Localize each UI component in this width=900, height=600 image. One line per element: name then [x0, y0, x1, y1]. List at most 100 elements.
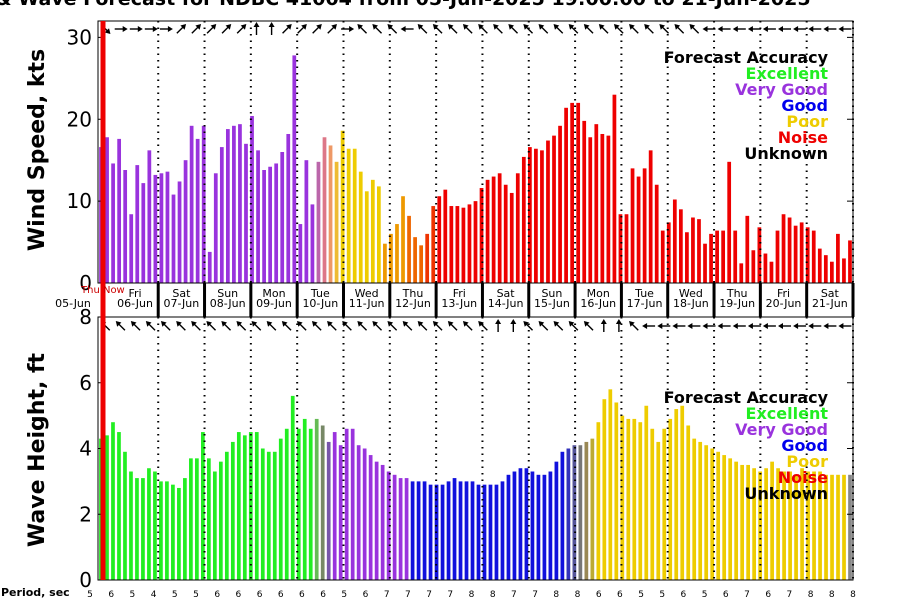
wave-bar — [644, 405, 649, 580]
legend-entry: Poor — [786, 452, 828, 471]
wind-bar — [799, 222, 804, 283]
wave-direction-arrow-icon — [600, 319, 607, 332]
wind-bar — [292, 55, 297, 283]
wave-direction-arrow-icon — [762, 323, 776, 329]
wind-bar — [376, 186, 381, 283]
wind-bar — [811, 230, 816, 283]
wave-bar — [842, 474, 846, 580]
wind-direction-arrow-icon — [253, 22, 260, 35]
period-value: 7 — [511, 590, 517, 600]
day-of-week-label: Fri — [129, 287, 142, 300]
wave-bar — [518, 468, 523, 580]
wave-bar — [656, 441, 661, 580]
legend-entry: Unknown — [744, 484, 828, 503]
wind-bar — [213, 173, 218, 283]
wave-bar — [218, 461, 223, 580]
wave-height-panel: 0 2 4 6 8 Wave Height, ft Forecast AccuracyE… — [25, 305, 854, 592]
wind-bar — [238, 124, 242, 283]
wind-bar — [117, 138, 122, 283]
wind-direction-arrow-icon — [598, 24, 609, 34]
wave-bar — [207, 458, 211, 580]
period-value: 5 — [130, 590, 136, 600]
wave-direction-arrow-icon — [808, 323, 822, 329]
wind-bar — [232, 125, 236, 283]
chart-title: & Wave Forecast for NDBC 41004 from 05-J… — [0, 0, 811, 10]
wave-bar — [458, 481, 463, 581]
wave-direction-arrow-icon — [687, 323, 701, 329]
wave-bar — [536, 474, 541, 580]
date-label: 21-Jun — [812, 297, 848, 310]
wave-bar — [686, 425, 691, 580]
period-value: 6 — [363, 590, 369, 600]
wave-bar — [680, 405, 685, 580]
wave-day-gridlines — [157, 317, 854, 580]
wind-bar — [455, 206, 460, 283]
wind-direction-arrow-icon — [583, 24, 594, 34]
wave-bar — [524, 468, 529, 580]
wind-bar — [310, 204, 315, 283]
wind-bar — [189, 125, 194, 283]
wind-bar — [691, 217, 695, 283]
wave-bar — [296, 428, 301, 580]
wind-direction-arrow-icon — [793, 26, 807, 32]
wind-y-axis-label: Wind Speed, kts — [25, 49, 50, 251]
wave-bar — [848, 474, 852, 580]
wind-bar — [509, 192, 514, 283]
wind-bar — [244, 143, 248, 283]
day-of-week-label: Tue — [634, 287, 654, 300]
wind-direction-arrow-icon — [297, 24, 307, 34]
legend-entry: Noise — [778, 128, 828, 147]
wind-bar — [207, 251, 212, 283]
wave-bar — [302, 418, 307, 580]
wave-bar — [368, 455, 373, 580]
wind-direction-arrow-icon — [447, 24, 458, 34]
wave-direction-arrow-icon — [176, 321, 186, 331]
wind-direction-arrow-icon — [553, 24, 564, 34]
wave-bar — [824, 474, 828, 580]
wave-bar — [692, 438, 697, 580]
wind-bar — [600, 133, 605, 283]
wave-bar — [135, 478, 139, 580]
wind-bar — [141, 183, 146, 283]
wind-bar — [419, 245, 424, 283]
wind-bar — [697, 219, 701, 283]
wind-bar — [340, 130, 345, 283]
wind-bar — [105, 137, 109, 283]
wave-bar — [380, 464, 385, 580]
wave-bar — [350, 428, 355, 580]
legend-entry: Very Good — [735, 80, 828, 99]
wave-bar — [650, 428, 655, 580]
wave-direction-arrow-icon — [372, 321, 383, 331]
wave-bar — [584, 441, 589, 580]
period-value: 7 — [426, 590, 432, 600]
date-label: 18-Jun — [673, 297, 709, 310]
wave-y-tick-label: 6 — [79, 371, 92, 395]
wave-bar — [476, 484, 481, 580]
wave-direction-arrow-icon — [495, 319, 502, 332]
period-value: 6 — [278, 590, 284, 600]
date-label: 09-Jun — [256, 297, 292, 310]
wind-bar — [775, 230, 780, 283]
wind-bar — [534, 148, 538, 283]
period-value: 5 — [638, 590, 644, 600]
wind-direction-arrow-icon — [762, 26, 776, 32]
wind-direction-arrow-icon — [493, 24, 503, 34]
wave-direction-arrow-icon — [281, 321, 292, 331]
wind-bar — [781, 214, 786, 283]
wave-bar — [740, 464, 745, 580]
wave-bar — [602, 399, 607, 580]
wind-y-tick-label: 30 — [67, 25, 92, 49]
wind-direction-arrow-icon — [387, 24, 398, 34]
wind-bar — [473, 201, 478, 284]
wind-bar — [286, 133, 291, 283]
wave-bar — [410, 481, 415, 581]
wind-direction-arrow-icon — [523, 24, 534, 34]
period-value: 8 — [469, 590, 475, 600]
wind-bar — [654, 184, 659, 283]
period-value: 5 — [87, 590, 93, 600]
wind-bar — [817, 248, 822, 283]
wind-bar — [703, 243, 707, 283]
period-value: 7 — [787, 590, 793, 600]
wind-bar — [268, 166, 273, 283]
